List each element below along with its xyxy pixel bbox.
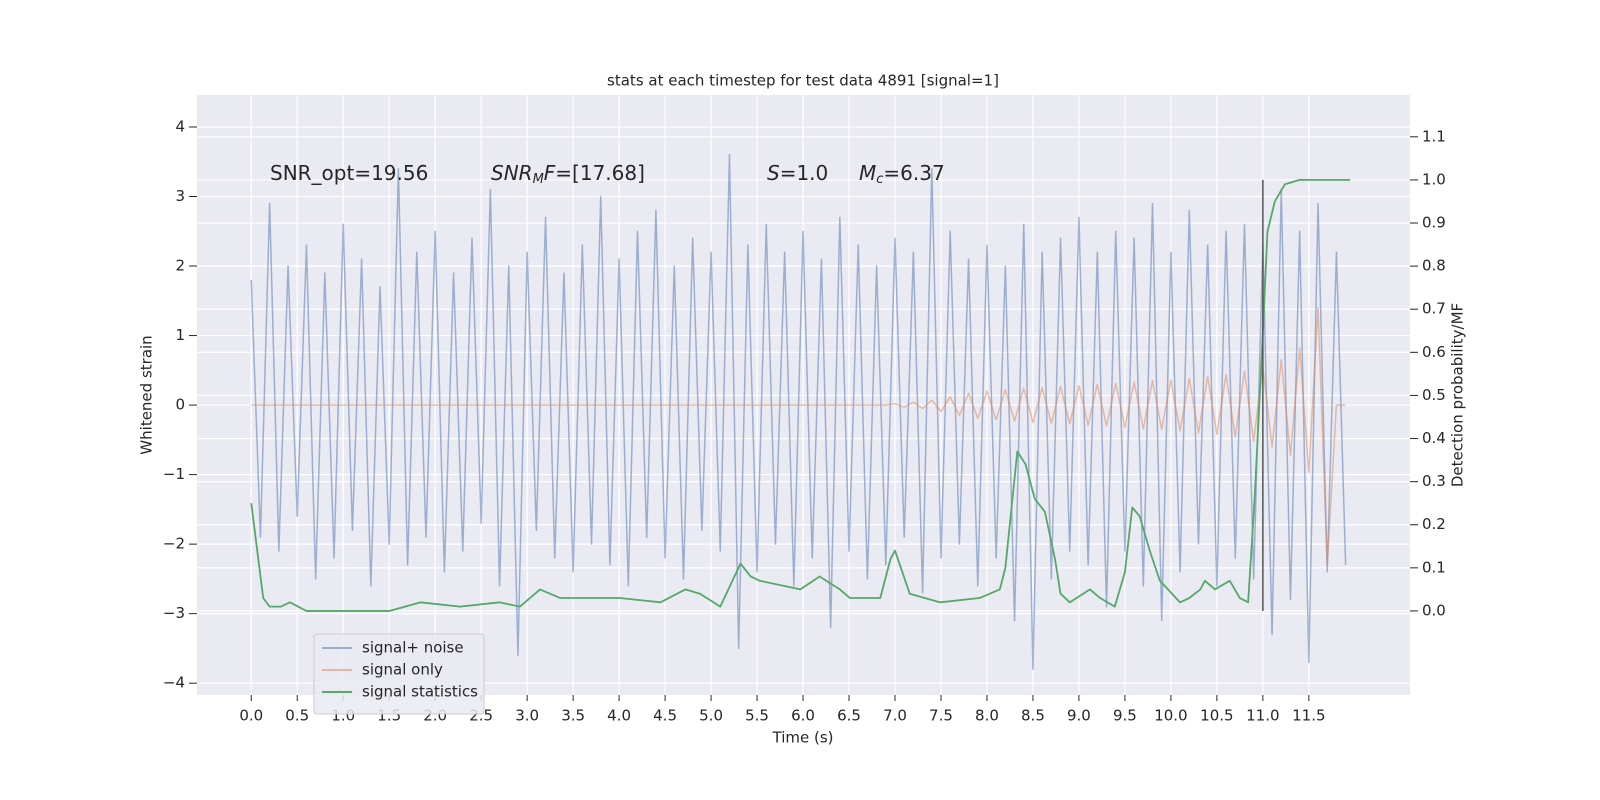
annotation-part: =1.0 <box>780 161 829 185</box>
y-tick-label: 3 <box>175 187 185 205</box>
x-tick-label: 10.5 <box>1200 707 1233 725</box>
y2-tick-label: 0.1 <box>1422 558 1446 576</box>
y2-tick-label: 1.1 <box>1422 127 1446 145</box>
annotation: SNR_opt=19.56 <box>270 161 428 185</box>
y2-tick-label: 0.6 <box>1422 343 1446 361</box>
x-tick-label: 5.5 <box>745 707 769 725</box>
x-tick-label: 8.0 <box>975 707 999 725</box>
x-tick-label: 5.0 <box>699 707 723 725</box>
y2-axis-label: Detection probability/MF <box>1449 303 1467 487</box>
x-tick-label: 11.0 <box>1246 707 1279 725</box>
legend-label: signal+ noise <box>362 639 464 657</box>
x-tick-label: 9.0 <box>1067 707 1091 725</box>
x-tick-label: 9.5 <box>1113 707 1137 725</box>
y2-tick-label: 0.5 <box>1422 386 1446 404</box>
x-axis-label: Time (s) <box>772 729 834 747</box>
annotation: S=1.0 <box>767 161 828 185</box>
y2-tick-label: 1.0 <box>1422 170 1446 188</box>
series-line <box>250 154 1347 671</box>
chart-title: stats at each timestep for test data 489… <box>607 72 999 90</box>
annotation-part: c <box>876 172 883 187</box>
annotation-part: =[17.68] <box>555 161 645 185</box>
y2-tick-label: 0.7 <box>1422 300 1446 318</box>
annotation-part: M <box>533 172 544 187</box>
y2-tick-label: 0.3 <box>1422 472 1446 490</box>
x-tick-label: 6.5 <box>837 707 861 725</box>
x-tick-label: 0.0 <box>239 707 263 725</box>
y-tick-label: 0 <box>175 396 185 414</box>
y2-tick-label: 0.0 <box>1422 601 1446 619</box>
y2-tick-label: 0.8 <box>1422 257 1446 275</box>
annotation-part: SNR_opt=19.56 <box>270 161 428 185</box>
y2-tick-label: 0.2 <box>1422 515 1446 533</box>
x-tick-label: 3.0 <box>515 707 539 725</box>
annotation-part: SNR <box>491 161 533 185</box>
annotation-part: F <box>544 161 556 185</box>
y-tick-label: −1 <box>163 465 185 483</box>
y-tick-label: −2 <box>163 535 185 553</box>
y2-tick-label: 0.9 <box>1422 214 1446 232</box>
x-tick-label: 3.5 <box>561 707 585 725</box>
x-tick-label: 0.5 <box>285 707 309 725</box>
series-line <box>251 307 1346 566</box>
legend-frame <box>313 633 485 715</box>
series-line <box>250 179 1351 612</box>
x-tick-label: 8.5 <box>1021 707 1045 725</box>
annotation-part: =6.37 <box>883 161 944 185</box>
y2-tick-label: 0.4 <box>1422 429 1446 447</box>
y-tick-label: −3 <box>163 604 185 622</box>
y-axis-label: Whitened strain <box>138 335 156 454</box>
x-tick-label: 10.0 <box>1154 707 1187 725</box>
annotation-part: M <box>859 161 876 185</box>
legend-label: signal only <box>362 661 443 679</box>
x-tick-label: 4.0 <box>607 707 631 725</box>
y-tick-label: −4 <box>163 674 185 692</box>
annotation-part: S <box>767 161 780 185</box>
x-tick-label: 7.0 <box>883 707 907 725</box>
legend-label: signal statistics <box>362 683 478 701</box>
x-tick-label: 4.5 <box>653 707 677 725</box>
x-tick-label: 11.5 <box>1292 707 1325 725</box>
annotation: Mc=6.37 <box>859 161 945 187</box>
y-tick-label: 2 <box>175 257 185 275</box>
y-tick-label: 1 <box>175 326 185 344</box>
x-tick-label: 6.0 <box>791 707 815 725</box>
annotation: SNRMF=[17.68] <box>491 161 645 187</box>
x-tick-label: 7.5 <box>929 707 953 725</box>
y-tick-label: 4 <box>175 117 185 135</box>
